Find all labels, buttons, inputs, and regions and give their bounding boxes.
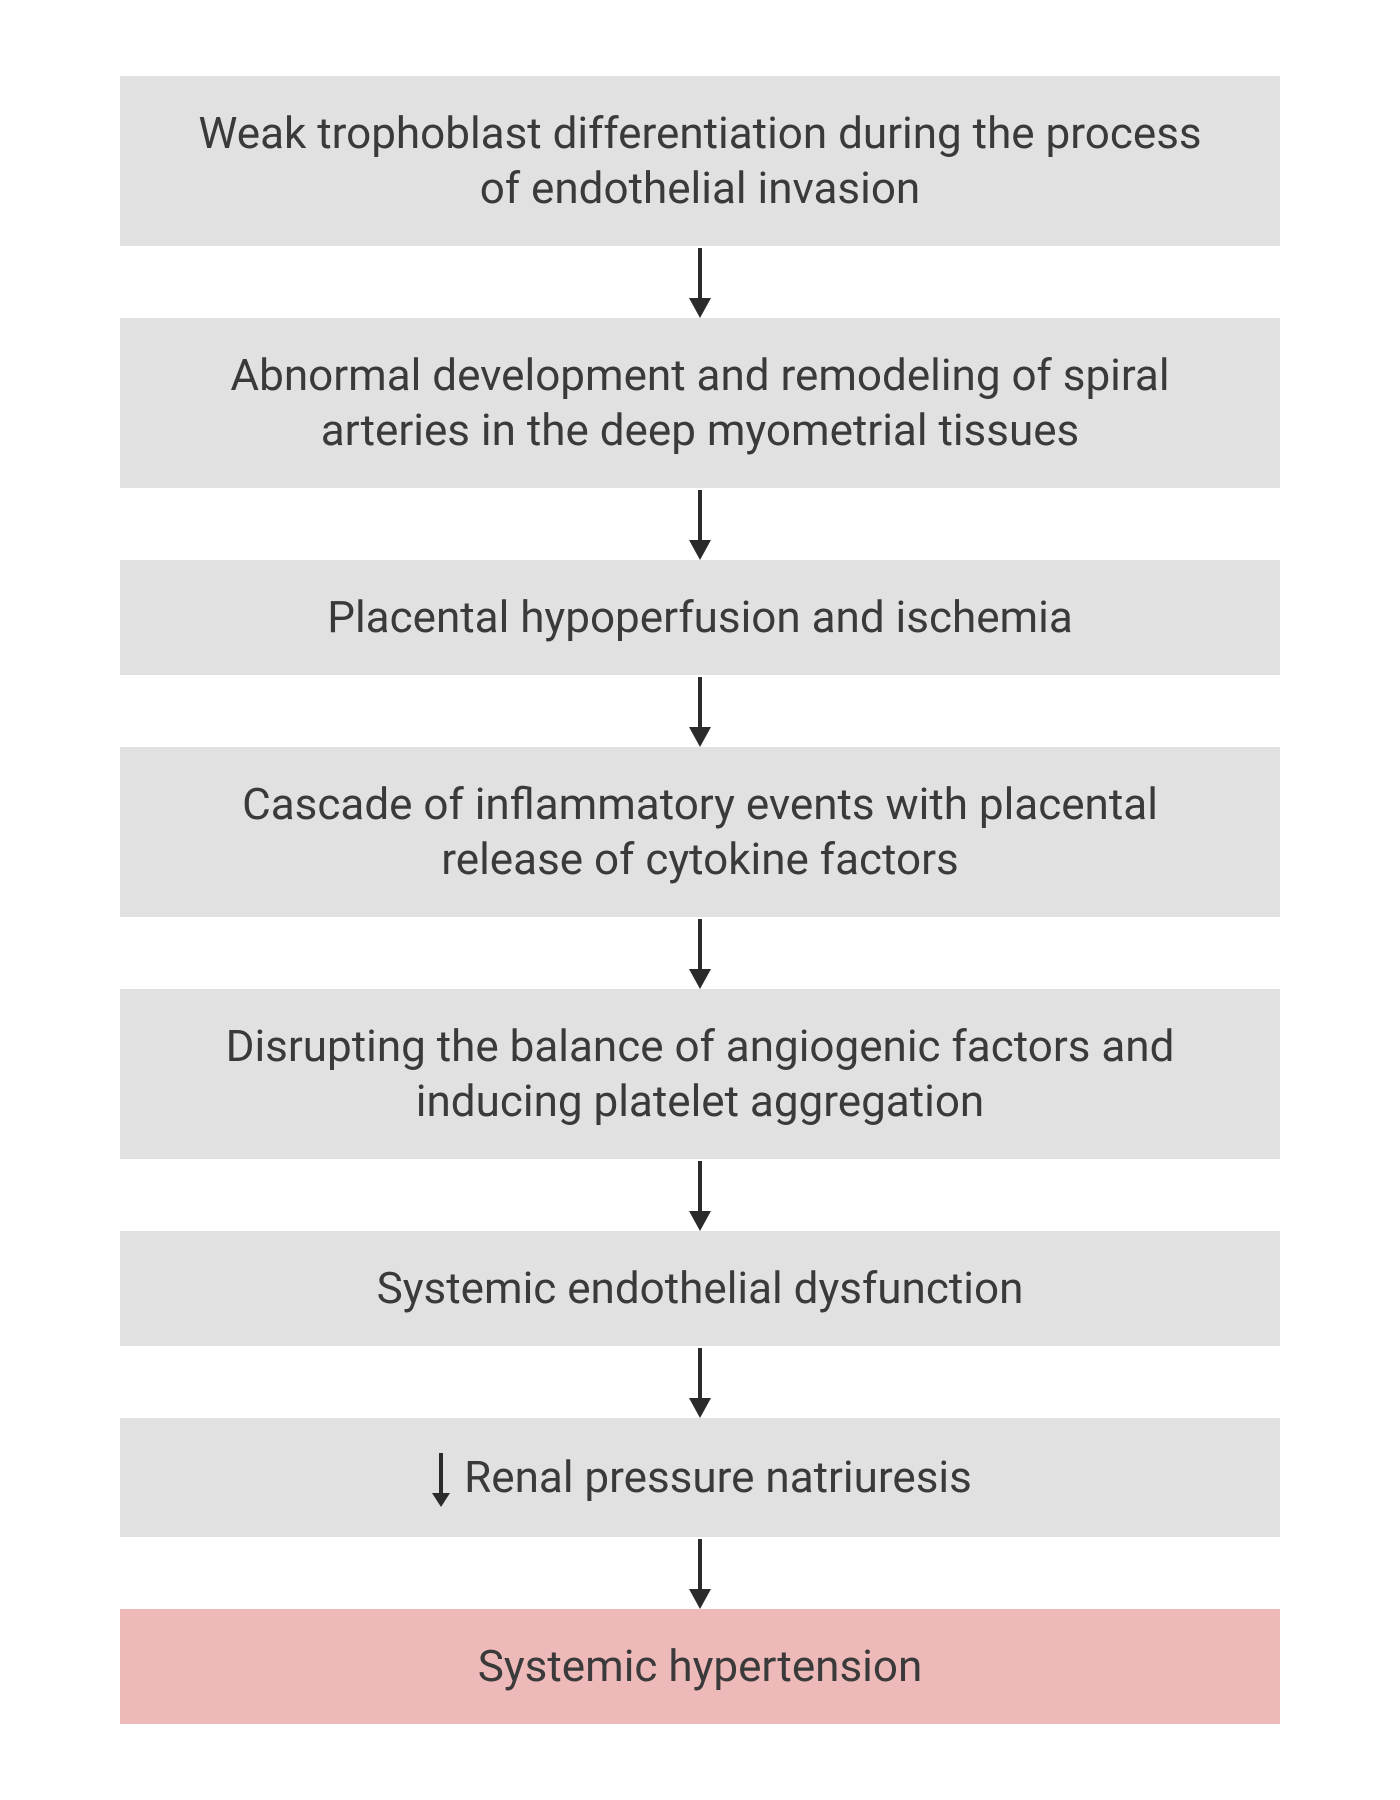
- flow-arrow-icon: [685, 488, 715, 560]
- node-content: Renal pressure natriuresis: [428, 1448, 972, 1506]
- node-label: Disrupting the balance of angiogenic fac…: [180, 1019, 1220, 1129]
- node-label: Weak trophoblast differentiation during …: [180, 106, 1220, 216]
- flowchart-node: Renal pressure natriuresis: [120, 1418, 1280, 1536]
- node-label: Placental hypoperfusion and ischemia: [327, 590, 1073, 645]
- flowchart-node: Placental hypoperfusion and ischemia: [120, 560, 1280, 675]
- flow-arrow-icon: [685, 917, 715, 989]
- flowchart-node: Abnormal development and remodeling of s…: [120, 318, 1280, 488]
- flowchart-container: Weak trophoblast differentiation during …: [120, 76, 1280, 1723]
- flow-arrow-icon: [685, 1346, 715, 1418]
- decrease-arrow-icon: [428, 1448, 454, 1506]
- flow-arrow-icon: [685, 1159, 715, 1231]
- flowchart-node: Disrupting the balance of angiogenic fac…: [120, 989, 1280, 1159]
- node-label: Renal pressure natriuresis: [464, 1450, 972, 1505]
- node-label: Systemic endothelial dysfunction: [377, 1261, 1024, 1316]
- flow-arrow-icon: [685, 675, 715, 747]
- flowchart-node: Systemic endothelial dysfunction: [120, 1231, 1280, 1346]
- flow-arrow-icon: [685, 246, 715, 318]
- flowchart-node: Systemic hypertension: [120, 1609, 1280, 1724]
- flowchart-node: Weak trophoblast differentiation during …: [120, 76, 1280, 246]
- flowchart-node: Cascade of inflammatory events with plac…: [120, 747, 1280, 917]
- flow-arrow-icon: [685, 1537, 715, 1609]
- node-label: Abnormal development and remodeling of s…: [180, 348, 1220, 458]
- node-label: Systemic hypertension: [478, 1639, 923, 1694]
- node-label: Cascade of inflammatory events with plac…: [180, 777, 1220, 887]
